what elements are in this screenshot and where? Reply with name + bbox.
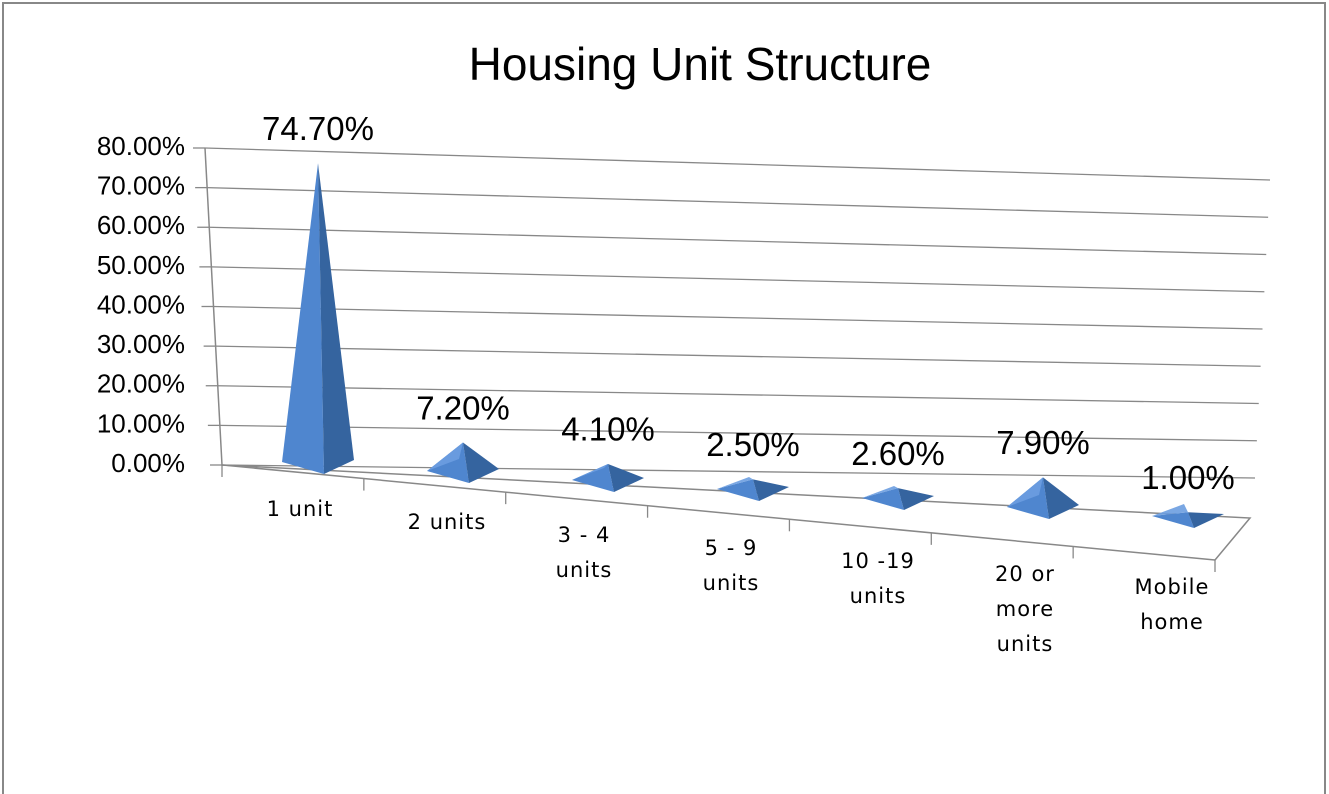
y-tick-label: 0.00%	[111, 448, 185, 478]
floor-edge	[221, 464, 1252, 561]
pyramid	[862, 486, 934, 510]
pyramid-back-face	[717, 477, 753, 489]
pyramid-back-face	[862, 486, 898, 498]
pyramid-right-face	[898, 488, 934, 510]
x-tick-label: 20 or more units	[995, 562, 1055, 656]
y-tick-label: 40.00%	[97, 289, 185, 319]
x-tick-label: 3 - 4 units	[555, 523, 613, 582]
grid-line	[221, 464, 1256, 479]
pyramid-left-face	[572, 464, 614, 492]
value-label: 7.20%	[416, 389, 510, 426]
pyramid-right-face	[753, 479, 789, 501]
x-tick-label: 5 - 9 units	[702, 536, 760, 595]
pyramid-right-face	[463, 442, 499, 483]
y-tick-label: 80.00%	[97, 131, 185, 161]
pyramid-right-face	[608, 464, 644, 492]
value-label: 4.10%	[561, 411, 655, 448]
pyramid-left-face	[717, 479, 759, 501]
pyramid-right-face	[1188, 512, 1224, 528]
pyramid-back-face	[427, 442, 463, 471]
pyramid	[572, 464, 644, 492]
value-label: 2.60%	[851, 435, 945, 472]
value-label: 7.90%	[996, 424, 1090, 461]
pyramid-back-face	[1007, 477, 1043, 507]
grid-line	[219, 424, 1257, 442]
grid-line	[209, 226, 1267, 256]
y-tick-label: 50.00%	[97, 250, 185, 280]
pyramid-left-face	[1152, 512, 1194, 528]
chart-title: Housing Unit Structure	[469, 38, 932, 90]
grid-line	[215, 345, 1261, 367]
grid-line	[213, 305, 1263, 330]
pyramid	[717, 477, 789, 501]
value-label: 74.70%	[262, 110, 374, 147]
pyramid-back-face	[572, 464, 608, 480]
pyramid-right-face	[318, 163, 354, 474]
x-tick-label: 1 unit	[266, 497, 334, 521]
pyramid-left-face	[282, 163, 324, 474]
pyramid	[427, 442, 499, 483]
pyramid-right-face	[1043, 477, 1079, 519]
grid-line	[211, 266, 1265, 293]
x-tick-label: Mobile home	[1134, 575, 1210, 634]
x-tick-label: 10 -19 units	[841, 549, 915, 608]
y-tick-label: 70.00%	[97, 171, 185, 201]
value-label: 2.50%	[706, 426, 800, 463]
x-tick-label: 2 units	[407, 510, 487, 534]
y-tick-label: 60.00%	[97, 210, 185, 240]
pyramid-back-face	[1152, 504, 1188, 516]
pyramid-left-face	[862, 488, 904, 510]
pyramid	[1007, 477, 1079, 519]
grid-line	[217, 385, 1259, 405]
y-tick-label: 30.00%	[97, 329, 185, 359]
y-tick-label: 10.00%	[97, 408, 185, 438]
y-tick-label: 20.00%	[97, 369, 185, 399]
grid-line	[207, 186, 1269, 218]
value-label: 1.00%	[1141, 459, 1235, 496]
pyramid	[282, 163, 354, 474]
grid-line	[204, 147, 1271, 181]
pyramid	[1152, 504, 1224, 528]
